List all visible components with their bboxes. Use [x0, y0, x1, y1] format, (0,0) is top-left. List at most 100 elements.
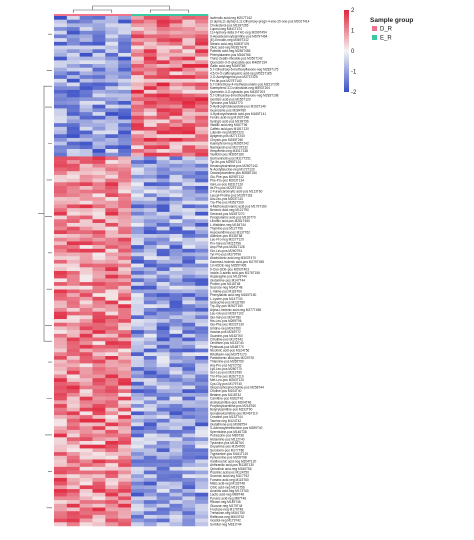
- heatmap-cell: [195, 27, 209, 32]
- heatmap-cell: [66, 71, 80, 76]
- heatmap-cell: [156, 119, 170, 124]
- heatmap-cell: [66, 389, 80, 394]
- heatmap-cell: [66, 348, 80, 353]
- heatmap-cell: [195, 389, 209, 394]
- heatmap-cell: [92, 34, 106, 39]
- heatmap-cell: [143, 381, 157, 386]
- heatmap-cell: [131, 189, 145, 194]
- heatmap-cell: [156, 392, 170, 397]
- row-label: Val-Leu-pos M231T120: [210, 182, 243, 186]
- heatmap-cell: [54, 400, 68, 405]
- heatmap-cell: [143, 82, 157, 87]
- heatmap-cell: [105, 156, 119, 161]
- heatmap-cell: [92, 71, 106, 76]
- heatmap-cell: [92, 145, 106, 150]
- heatmap-cell: [156, 41, 170, 46]
- row-label: Alpha-Linolenic acid-neg M277T458: [210, 308, 261, 312]
- row-label: Glycerophosphocholine-pos M258T44: [210, 386, 264, 390]
- heatmap-cell: [156, 407, 170, 412]
- heatmap-cell: [92, 326, 106, 331]
- heatmap-cell: [131, 422, 145, 427]
- heatmap-cell: [156, 171, 170, 176]
- heatmap-cell: [131, 389, 145, 394]
- heatmap-cell: [131, 392, 145, 397]
- heatmap-cell: [131, 274, 145, 279]
- heatmap-cell: [143, 289, 157, 294]
- heatmap-cell: [156, 71, 170, 76]
- heatmap-cell: [105, 222, 119, 227]
- heatmap-cell: [118, 64, 132, 68]
- heatmap-cell: [79, 407, 93, 412]
- heatmap-cell: [54, 137, 68, 142]
- heatmap-cell: [195, 226, 209, 231]
- heatmap-cell: [54, 108, 68, 113]
- heatmap-cell: [66, 441, 80, 445]
- heatmap-cell: [182, 252, 196, 257]
- heatmap-cell: [79, 52, 93, 57]
- heatmap-cell: [182, 112, 196, 117]
- heatmap-cell: [54, 167, 68, 172]
- heatmap-cell: [54, 459, 68, 464]
- heatmap-cell: [54, 392, 68, 397]
- heatmap-cell: [169, 160, 183, 165]
- heatmap-cell: [131, 296, 145, 301]
- heatmap-cell: [54, 104, 68, 109]
- heatmap-cell: [131, 160, 145, 165]
- heatmap-cell: [169, 429, 183, 434]
- heatmap-cell: [54, 367, 68, 372]
- heatmap-cell: [105, 426, 119, 431]
- heatmap-cell: [105, 89, 119, 94]
- heatmap-cell: [54, 444, 68, 449]
- heatmap-cell: [182, 385, 196, 390]
- heatmap-cell: [92, 507, 106, 512]
- heatmap-cell: [169, 426, 183, 431]
- heatmap-cell: [79, 344, 93, 349]
- heatmap-cell: [105, 418, 119, 423]
- heatmap-cell: [182, 171, 196, 176]
- heatmap-cell: [169, 226, 183, 231]
- heatmap-cell: [195, 381, 209, 386]
- row-label: 5-Hydroxyindoleacetate-pos M192T146: [210, 105, 266, 109]
- heatmap-cell: [54, 304, 68, 309]
- heatmap-cell: [195, 477, 209, 482]
- heatmap-cell: [156, 459, 170, 464]
- row-label: 4,5-Di-O-caffeoylquinic acid-neg M515T18…: [210, 71, 272, 75]
- heatmap-cell: [169, 163, 183, 168]
- heatmap-cell: [79, 241, 93, 246]
- heatmap-cell: [169, 38, 183, 43]
- row-label: Trans-Zeatin-riboside-pos M352T142: [210, 57, 263, 61]
- heatmap-cell: [118, 278, 132, 283]
- heatmap-cell: [156, 130, 170, 135]
- row-label: 5,7-Dihydroxy-6-methoxyflavone-neg M283T…: [210, 68, 279, 72]
- heatmap-cell: [169, 82, 183, 87]
- heatmap-cell: [54, 348, 68, 353]
- heatmap-cell: [131, 492, 145, 497]
- heatmap-cell: [156, 193, 170, 198]
- heatmap-cell: [92, 330, 106, 335]
- heatmap-cell: [118, 38, 132, 43]
- heatmap-cell: [118, 400, 132, 405]
- heatmap-cell: [92, 322, 106, 327]
- heatmap-cell: [143, 60, 157, 65]
- heatmap-cell: [131, 93, 145, 98]
- heatmap-cell: [105, 296, 119, 301]
- heatmap-cell: [195, 426, 209, 431]
- heatmap-cell: [105, 511, 119, 516]
- heatmap-cell: [54, 330, 68, 335]
- heatmap-cell: [131, 145, 145, 150]
- heatmap-cell: [66, 507, 80, 512]
- row-label: 4-Hydroxycinnamic acid-pos M165T141: [210, 112, 266, 116]
- heatmap-cell: [66, 496, 80, 501]
- heatmap-cell: [195, 293, 209, 298]
- heatmap-cell: [92, 182, 106, 187]
- heatmap-cell: [92, 126, 106, 131]
- heatmap-cell: [105, 267, 119, 272]
- heatmap-cell: [79, 341, 93, 346]
- heatmap-cell: [66, 230, 80, 235]
- heatmap-cell: [131, 359, 145, 364]
- heatmap-cell: [182, 437, 196, 442]
- heatmap-cell: [195, 296, 209, 301]
- heatmap-cell: [195, 407, 209, 412]
- heatmap-cell: [66, 392, 80, 397]
- heatmap-cell: [66, 16, 80, 20]
